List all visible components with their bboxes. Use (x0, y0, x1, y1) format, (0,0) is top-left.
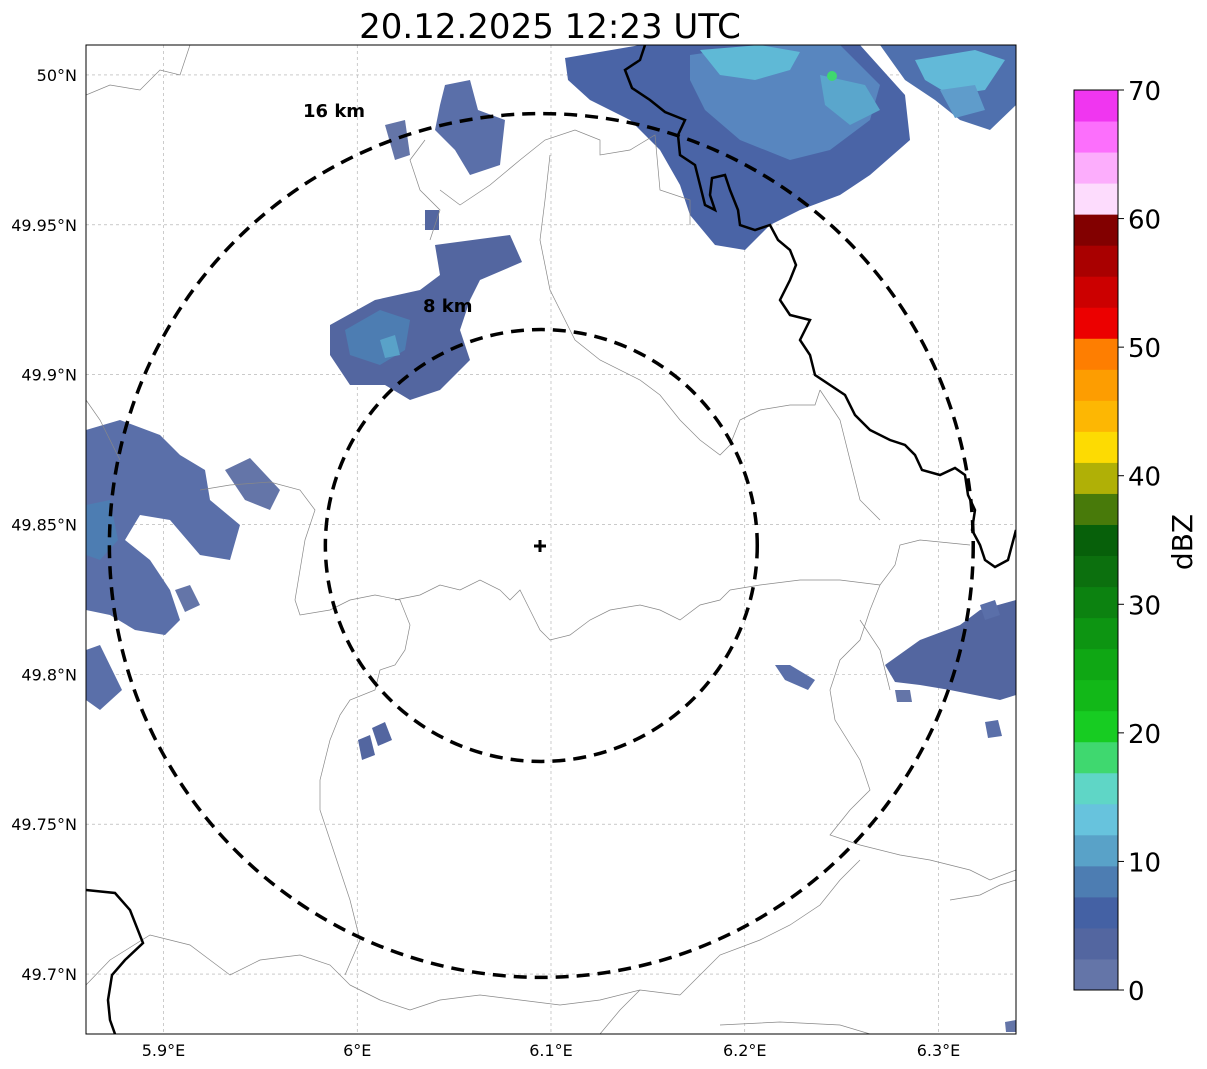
colorbar-band (1074, 679, 1118, 712)
colorbar-band (1074, 121, 1118, 153)
radar-site-marker (534, 540, 546, 552)
lon-tick-label: 6.2°E (723, 1041, 767, 1060)
colorbar-band (1074, 369, 1118, 401)
colorbar-tick-label: 20 (1128, 720, 1161, 750)
echo-cluster-east (775, 600, 1016, 1032)
lat-tick-label: 49.9°N (21, 366, 77, 385)
colorbar-band (1074, 338, 1118, 370)
lat-tick-label: 49.95°N (11, 216, 77, 235)
colorbar-tick-label: 50 (1128, 334, 1161, 364)
lon-tick-label: 6°E (343, 1041, 371, 1060)
lat-tick-label: 49.85°N (11, 516, 77, 535)
lon-tick-label: 5.9°E (142, 1041, 186, 1060)
colorbar-band (1074, 648, 1118, 681)
gridlines (86, 45, 1016, 1034)
range-ring-16km (107, 111, 975, 980)
national-borders (86, 45, 1016, 1034)
latitude-tick-labels: 50°N 49.95°N 49.9°N 49.85°N 49.8°N 49.75°N 49.… (11, 66, 77, 984)
lon-tick-label: 6.3°E (917, 1041, 961, 1060)
colorbar-band (1074, 834, 1118, 867)
echo-cluster-west (86, 420, 392, 760)
colorbar-band (1074, 617, 1118, 650)
radar-echoes (86, 45, 1016, 1032)
colorbar-tick-label: 10 (1128, 848, 1161, 878)
echo-cluster-northeast (565, 45, 1016, 250)
colorbar-label: dBZ (1166, 514, 1199, 570)
colorbar-band (1074, 586, 1118, 619)
colorbar-band (1074, 958, 1118, 991)
colorbar-band (1074, 214, 1118, 246)
colorbar-band (1074, 865, 1118, 898)
colorbar-band (1074, 493, 1118, 525)
colorbar-band (1074, 462, 1118, 494)
admin-boundaries (86, 45, 1016, 1034)
range-rings (107, 111, 975, 980)
colorbar-bands (1074, 90, 1118, 991)
echo-cluster-north (330, 80, 522, 400)
colorbar-band (1074, 400, 1118, 432)
map-panel: 16 km 8 km (85, 44, 1017, 1035)
colorbar-tick-label: 0 (1128, 977, 1145, 1007)
range-ring-8km (323, 327, 760, 764)
colorbar-band (1074, 741, 1118, 774)
lat-tick-label: 49.75°N (11, 815, 77, 834)
lat-tick-label: 49.8°N (21, 665, 77, 684)
colorbar-band (1074, 276, 1118, 308)
colorbar-band (1074, 431, 1118, 463)
longitude-tick-labels: 5.9°E 6°E 6.1°E 6.2°E 6.3°E (142, 1041, 961, 1060)
colorbar-tick-label: 30 (1128, 591, 1161, 621)
colorbar-band (1074, 803, 1118, 836)
colorbar-band (1074, 90, 1118, 122)
colorbar-frame (1073, 89, 1119, 991)
figure-title: 20.12.2025 12:23 UTC (359, 7, 741, 47)
colorbar-band (1074, 307, 1118, 339)
colorbar-band (1074, 555, 1118, 588)
lon-tick-label: 6.1°E (529, 1041, 573, 1060)
ring-label-8km: 8 km (423, 296, 473, 317)
colorbar-tick-label: 70 (1128, 77, 1161, 107)
colorbar-tick-label: 40 (1128, 463, 1161, 493)
colorbar: 0 10 20 30 40 50 60 70 dBZ (1073, 77, 1199, 1007)
colorbar-band (1074, 896, 1118, 929)
ring-label-16km: 16 km (303, 101, 365, 122)
colorbar-band (1074, 183, 1118, 215)
colorbar-tick-label: 60 (1128, 206, 1161, 236)
colorbar-band (1074, 772, 1118, 805)
colorbar-band (1074, 524, 1118, 557)
colorbar-tick-labels: 0 10 20 30 40 50 60 70 (1118, 77, 1161, 1007)
colorbar-band (1074, 152, 1118, 184)
colorbar-band (1074, 710, 1118, 743)
colorbar-band (1074, 927, 1118, 960)
map-frame (85, 44, 1017, 1035)
colorbar-band (1074, 245, 1118, 277)
lat-tick-label: 49.7°N (21, 965, 77, 984)
lat-tick-label: 50°N (37, 66, 77, 85)
